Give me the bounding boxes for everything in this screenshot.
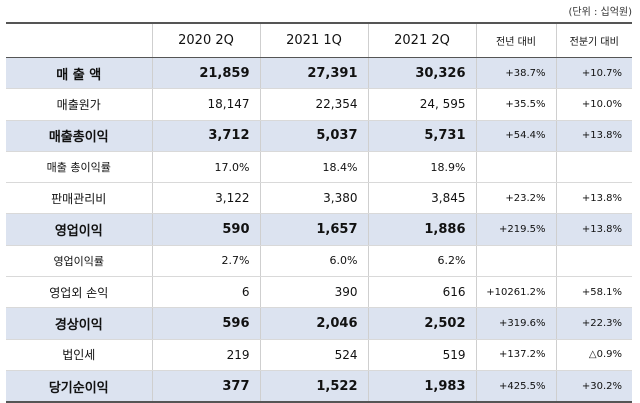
cell-2021-1q: 3,380	[260, 182, 369, 215]
header-row: 2020 2Q 2021 1Q 2021 2Q 전년 대비 전분기 대비	[6, 22, 632, 58]
cell-yoy: +23.2%	[476, 182, 557, 215]
cell-2021-2q: 6.2%	[368, 245, 477, 278]
cell-2021-2q: 18.9%	[368, 151, 477, 184]
cell-yoy: +10261.2%	[476, 276, 557, 309]
cell-2021-1q: 6.0%	[260, 245, 369, 278]
header-blank	[6, 22, 153, 58]
cell-yoy: +38.7%	[476, 57, 557, 90]
cell-qoq: +22.3%	[556, 307, 632, 340]
cell-2020-2q: 377	[152, 370, 261, 403]
cell-2020-2q: 6	[152, 276, 261, 309]
row-operating-margin: 영업이익률 2.7% 6.0% 6.2%	[6, 245, 632, 278]
row-sga: 판매관리비 3,122 3,380 3,845 +23.2% +13.8%	[6, 182, 632, 215]
cell-2021-1q: 1,657	[260, 213, 369, 246]
cell-2021-1q: 390	[260, 276, 369, 309]
cell-2020-2q: 219	[152, 339, 261, 371]
cell-yoy: +219.5%	[476, 213, 557, 246]
row-income-tax: 법인세 219 524 519 +137.2% △0.9%	[6, 339, 632, 371]
cell-2020-2q: 18,147	[152, 88, 261, 121]
cell-2021-2q: 519	[368, 339, 477, 371]
row-label: 매출원가	[6, 88, 153, 121]
cell-yoy: +425.5%	[476, 370, 557, 403]
cell-2021-2q: 5,731	[368, 120, 477, 152]
cell-yoy: +35.5%	[476, 88, 557, 121]
row-net-income: 당기순이익 377 1,522 1,983 +425.5% +30.2%	[6, 370, 632, 403]
cell-2020-2q: 3,122	[152, 182, 261, 215]
unit-note: (단위 : 십억원)	[568, 7, 632, 18]
cell-2020-2q: 3,712	[152, 120, 261, 152]
cell-qoq: +13.8%	[556, 182, 632, 215]
cell-2021-1q: 22,354	[260, 88, 369, 121]
cell-qoq: +30.2%	[556, 370, 632, 403]
cell-qoq: +13.8%	[556, 120, 632, 152]
cell-qoq: △0.9%	[556, 339, 632, 371]
row-label: 경상이익	[6, 307, 153, 340]
financial-summary-table: 2020 2Q 2021 1Q 2021 2Q 전년 대비 전분기 대비 매 출…	[6, 22, 632, 403]
row-label: 매출총이익	[6, 120, 153, 152]
header-2021-1q: 2021 1Q	[260, 22, 369, 58]
header-2021-2q: 2021 2Q	[368, 22, 477, 58]
row-label: 영업이익	[6, 213, 153, 246]
cell-2020-2q: 590	[152, 213, 261, 246]
row-label: 당기순이익	[6, 370, 153, 403]
row-label: 영업이익률	[6, 245, 153, 278]
row-ordinary-profit: 경상이익 596 2,046 2,502 +319.6% +22.3%	[6, 307, 632, 340]
row-non-operating: 영업외 손익 6 390 616 +10261.2% +58.1%	[6, 276, 632, 309]
cell-2021-2q: 1,983	[368, 370, 477, 403]
cell-qoq: +10.0%	[556, 88, 632, 121]
cell-qoq	[556, 245, 632, 278]
cell-2021-2q: 2,502	[368, 307, 477, 340]
row-label: 매 출 액	[6, 57, 153, 90]
row-label: 매출 총이익률	[6, 151, 153, 184]
cell-qoq: +13.8%	[556, 213, 632, 246]
row-gross-profit: 매출총이익 3,712 5,037 5,731 +54.4% +13.8%	[6, 120, 632, 152]
cell-2021-2q: 30,326	[368, 57, 477, 90]
row-revenue: 매 출 액 21,859 27,391 30,326 +38.7% +10.7%	[6, 57, 632, 90]
cell-2021-1q: 524	[260, 339, 369, 371]
cell-2020-2q: 21,859	[152, 57, 261, 90]
cell-2021-1q: 2,046	[260, 307, 369, 340]
cell-2021-1q: 1,522	[260, 370, 369, 403]
row-label: 법인세	[6, 339, 153, 371]
cell-2021-2q: 1,886	[368, 213, 477, 246]
cell-2021-1q: 27,391	[260, 57, 369, 90]
cell-yoy	[476, 245, 557, 278]
cell-yoy: +54.4%	[476, 120, 557, 152]
header-qoq: 전분기 대비	[556, 22, 632, 58]
cell-2021-2q: 3,845	[368, 182, 477, 215]
cell-2020-2q: 17.0%	[152, 151, 261, 184]
cell-2020-2q: 2.7%	[152, 245, 261, 278]
cell-qoq: +58.1%	[556, 276, 632, 309]
cell-yoy: +319.6%	[476, 307, 557, 340]
cell-qoq: +10.7%	[556, 57, 632, 90]
cell-2020-2q: 596	[152, 307, 261, 340]
cell-qoq	[556, 151, 632, 184]
cell-2021-2q: 616	[368, 276, 477, 309]
row-cost-of-sales: 매출원가 18,147 22,354 24, 595 +35.5% +10.0%	[6, 88, 632, 121]
row-label: 판매관리비	[6, 182, 153, 215]
row-label: 영업외 손익	[6, 276, 153, 309]
header-yoy: 전년 대비	[476, 22, 557, 58]
cell-yoy: +137.2%	[476, 339, 557, 371]
row-gross-margin: 매출 총이익률 17.0% 18.4% 18.9%	[6, 151, 632, 184]
cell-2021-1q: 18.4%	[260, 151, 369, 184]
cell-yoy	[476, 151, 557, 184]
row-operating-profit: 영업이익 590 1,657 1,886 +219.5% +13.8%	[6, 213, 632, 246]
cell-2021-2q: 24, 595	[368, 88, 477, 121]
cell-2021-1q: 5,037	[260, 120, 369, 152]
header-2020-2q: 2020 2Q	[152, 22, 261, 58]
